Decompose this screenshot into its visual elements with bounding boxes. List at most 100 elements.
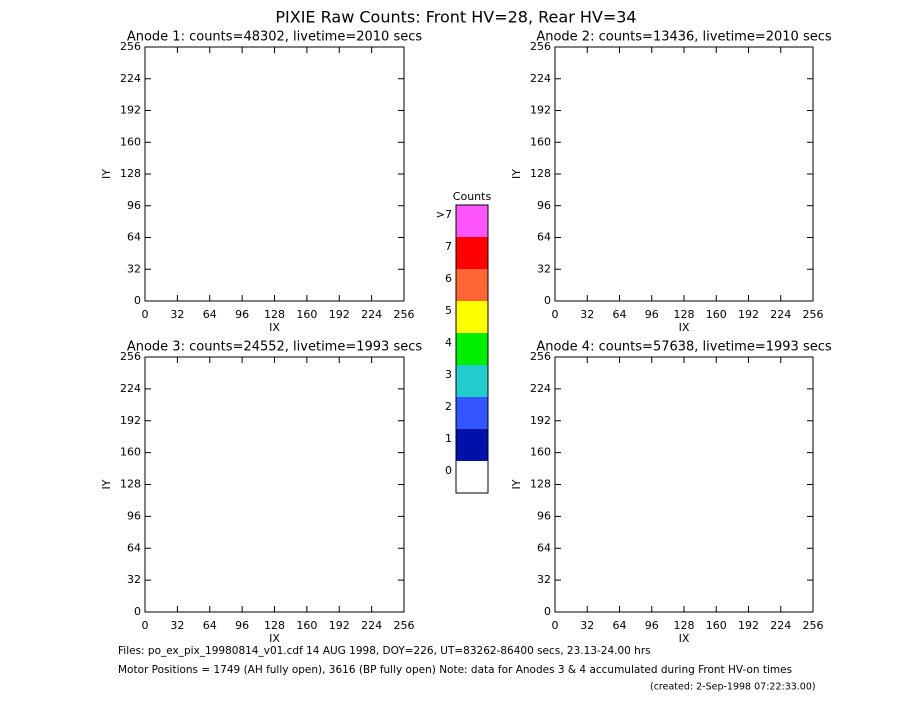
colorbar-swatch — [456, 429, 488, 461]
x-tick-label: 32 — [170, 619, 184, 632]
colorbar-swatch — [456, 301, 488, 333]
footer-files: Files: po_ex_pix_19980814_v01.cdf 14 AUG… — [118, 645, 651, 657]
y-axis-label: IY — [510, 169, 523, 179]
colorbar-label: 0 — [445, 464, 452, 477]
y-tick-label: 128 — [120, 478, 141, 491]
y-tick-label: 96 — [537, 509, 551, 522]
y-tick-label: 32 — [127, 262, 141, 275]
x-tick-label: 256 — [394, 308, 415, 321]
y-tick-label: 192 — [530, 414, 551, 427]
x-tick-label: 96 — [645, 619, 659, 632]
x-tick-label: 128 — [674, 619, 695, 632]
y-tick-label: 96 — [127, 199, 141, 212]
panel-title: Anode 3: counts=24552, livetime=1993 sec… — [127, 340, 423, 355]
x-tick-label: 64 — [203, 308, 217, 321]
x-tick-label: 64 — [613, 619, 627, 632]
footer-created: (created: 2-Sep-1998 07:22:33.00) — [650, 682, 816, 693]
y-tick-label: 160 — [120, 446, 141, 459]
panel-title: Anode 1: counts=48302, livetime=2010 sec… — [127, 30, 423, 45]
x-tick-label: 192 — [329, 619, 350, 632]
x-tick-label: 256 — [803, 308, 824, 321]
y-tick-label: 0 — [544, 605, 551, 618]
colorbar-label: 5 — [445, 304, 452, 317]
y-tick-label: 224 — [530, 382, 551, 395]
panel-title: Anode 2: counts=13436, livetime=2010 sec… — [536, 30, 832, 45]
x-tick-label: 256 — [803, 619, 824, 632]
y-tick-label: 0 — [134, 294, 141, 307]
plot-frame — [144, 46, 405, 302]
colorbar-title: Counts — [453, 190, 492, 203]
colorbar-label: >7 — [436, 208, 452, 221]
x-tick-label: 0 — [552, 308, 559, 321]
page-title: PIXIE Raw Counts: Front HV=28, Rear HV=3… — [275, 8, 636, 27]
y-tick-label: 64 — [127, 541, 141, 554]
x-tick-label: 192 — [738, 308, 759, 321]
x-tick-label: 96 — [235, 619, 249, 632]
y-tick-label: 0 — [134, 605, 141, 618]
x-tick-label: 224 — [361, 308, 382, 321]
footer-motor: Motor Positions = 1749 (AH fully open), … — [118, 664, 792, 676]
x-tick-label: 0 — [142, 308, 149, 321]
y-axis-label: IY — [100, 479, 113, 489]
x-tick-label: 128 — [264, 619, 285, 632]
x-tick-label: 32 — [580, 619, 594, 632]
x-tick-label: 32 — [580, 308, 594, 321]
x-tick-label: 128 — [674, 308, 695, 321]
colorbar-label: 6 — [445, 272, 452, 285]
colorbar-label: 3 — [445, 368, 452, 381]
x-tick-label: 0 — [552, 619, 559, 632]
y-axis-label: IY — [100, 169, 113, 179]
y-tick-label: 160 — [120, 135, 141, 148]
y-tick-label: 160 — [530, 135, 551, 148]
x-tick-label: 96 — [235, 308, 249, 321]
colorbar-label: 4 — [445, 336, 452, 349]
y-tick-label: 32 — [537, 573, 551, 586]
y-tick-label: 224 — [530, 72, 551, 85]
colorbar-swatch — [456, 461, 488, 493]
x-tick-label: 160 — [296, 619, 317, 632]
y-tick-label: 192 — [120, 104, 141, 117]
x-tick-label: 64 — [613, 308, 627, 321]
x-tick-label: 0 — [142, 619, 149, 632]
colorbar-swatch — [456, 205, 488, 237]
colorbar-label: 1 — [445, 432, 452, 445]
y-tick-label: 256 — [530, 350, 551, 363]
y-tick-label: 192 — [530, 104, 551, 117]
colorbar-swatch — [456, 365, 488, 397]
plot-frame — [554, 356, 814, 613]
panel-title: Anode 4: counts=57638, livetime=1993 sec… — [536, 340, 832, 355]
x-tick-label: 160 — [296, 308, 317, 321]
y-tick-label: 128 — [120, 167, 141, 180]
y-tick-label: 128 — [530, 478, 551, 491]
x-tick-label: 192 — [738, 619, 759, 632]
y-tick-label: 64 — [537, 541, 551, 554]
y-tick-label: 96 — [127, 509, 141, 522]
x-tick-label: 224 — [770, 308, 791, 321]
y-axis-label: IY — [510, 479, 523, 489]
y-tick-label: 0 — [544, 294, 551, 307]
x-tick-label: 32 — [170, 308, 184, 321]
y-tick-label: 192 — [120, 414, 141, 427]
y-tick-label: 160 — [530, 446, 551, 459]
colorbar-swatch — [456, 397, 488, 429]
colorbar-label: 2 — [445, 400, 452, 413]
x-axis-label: IX — [679, 632, 690, 645]
x-tick-label: 224 — [361, 619, 382, 632]
x-tick-label: 256 — [394, 619, 415, 632]
x-tick-label: 224 — [770, 619, 791, 632]
y-tick-label: 256 — [120, 40, 141, 53]
y-tick-label: 96 — [537, 199, 551, 212]
colorbar-swatch — [456, 333, 488, 365]
y-tick-label: 64 — [127, 231, 141, 244]
x-tick-label: 96 — [645, 308, 659, 321]
y-tick-label: 32 — [537, 262, 551, 275]
x-axis-label: IX — [269, 321, 280, 334]
y-tick-label: 224 — [120, 382, 141, 395]
colorbar-swatch — [456, 237, 488, 269]
x-axis-label: IX — [269, 632, 280, 645]
x-axis-label: IX — [679, 321, 690, 334]
x-tick-label: 192 — [329, 308, 350, 321]
x-tick-label: 160 — [706, 308, 727, 321]
plot-frame — [554, 46, 814, 302]
